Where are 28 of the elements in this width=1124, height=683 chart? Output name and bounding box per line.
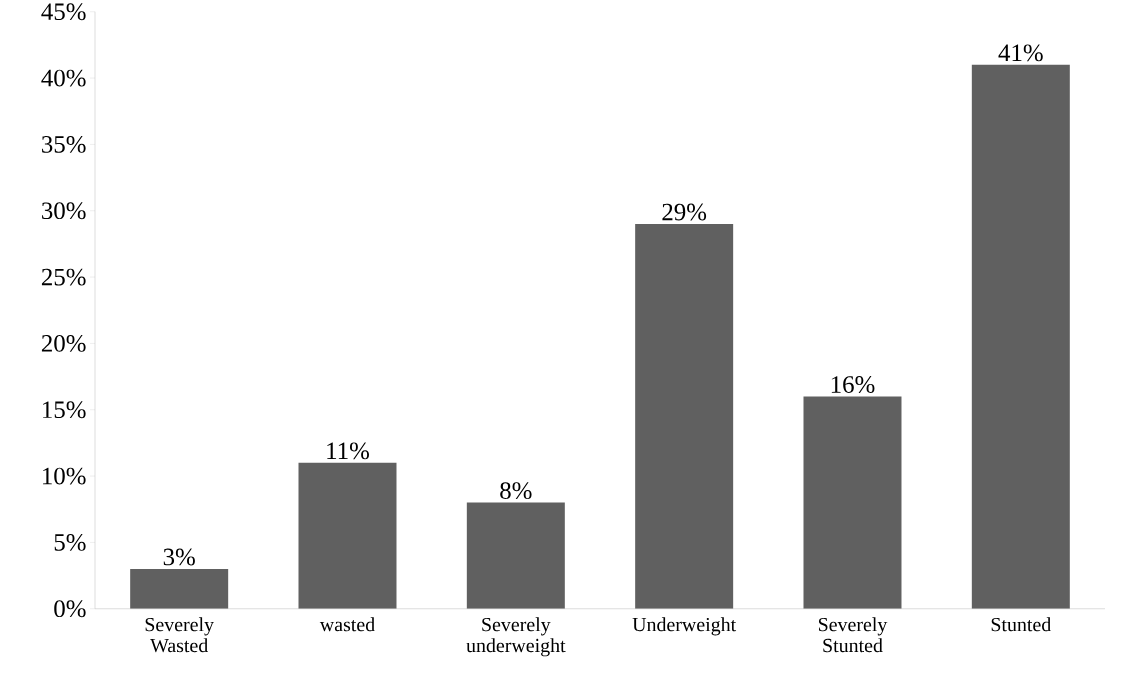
data-label: 3% <box>163 548 195 566</box>
y-tick-label: 45% <box>41 3 86 21</box>
data-label: 8% <box>500 482 532 500</box>
y-tick-label: 35% <box>42 136 86 153</box>
bar <box>803 396 902 609</box>
bar <box>971 64 1070 609</box>
y-tick-label: 10% <box>43 467 86 485</box>
data-label: 11% <box>327 442 370 460</box>
bar <box>635 224 734 609</box>
data-label: 41% <box>998 44 1043 62</box>
x-tick-label: wasted <box>319 617 375 632</box>
bar <box>130 569 229 609</box>
y-tick-label: 15% <box>43 401 86 419</box>
x-tick-label: Underweight <box>632 617 737 636</box>
y-tick-label: 0% <box>54 600 86 618</box>
x-tick-label: Severely Stunted <box>818 617 888 653</box>
data-label: 29% <box>662 203 707 221</box>
bar <box>298 462 397 609</box>
x-tick-label: Severely underweight <box>466 617 566 657</box>
x-tick-label: Stunted <box>991 617 1052 632</box>
y-tick-label: 25% <box>41 268 86 286</box>
x-tick-label: Severely Wasted <box>145 617 214 653</box>
bar <box>466 502 565 609</box>
y-tick-label: 30% <box>42 202 86 220</box>
y-tick-label: 5% <box>54 534 86 551</box>
y-tick-label: 40% <box>41 69 86 87</box>
y-tick-label: 20% <box>41 335 86 352</box>
data-label: 16% <box>831 376 875 394</box>
